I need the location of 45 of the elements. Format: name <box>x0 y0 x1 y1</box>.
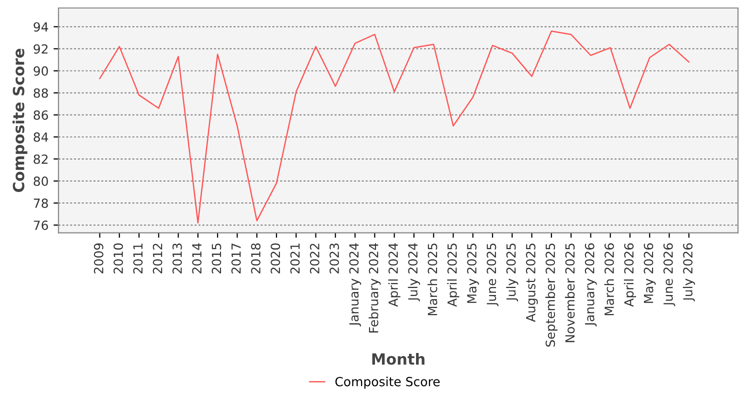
y-tick-label: 90 <box>34 66 48 76</box>
x-tick-label: 2015 <box>212 244 222 274</box>
x-tick-label: 2012 <box>152 244 162 274</box>
x-tick-label: July 2024 <box>408 243 420 302</box>
x-tick-label: May 2026 <box>644 243 656 303</box>
x-tick-label: July 2026 <box>682 243 695 302</box>
x-tick-label: November 2025 <box>565 244 575 342</box>
x-tick-label: 2021 <box>290 244 300 274</box>
x-tick-label: June 2025 <box>486 244 498 306</box>
y-tick-label: 84 <box>34 132 48 142</box>
x-tick-label: April 2026 <box>624 243 636 307</box>
x-tick-label: 2022 <box>310 244 320 274</box>
y-tick-label: 82 <box>34 154 48 164</box>
x-axis-title: Month <box>372 352 424 365</box>
x-tick-label: 2011 <box>133 244 143 274</box>
x-tick-label: April 2024 <box>388 243 400 307</box>
y-tick-label: 78 <box>34 198 48 208</box>
x-tick-label: March 2026 <box>604 243 614 316</box>
y-tick-label: 76 <box>34 220 48 230</box>
x-tick-label: January 2026 <box>584 243 597 326</box>
y-axis-title: Composite Score <box>12 48 28 192</box>
x-tick-label: 2014 <box>192 243 202 274</box>
x-tick-label: January 2024 <box>349 243 362 326</box>
x-tick-label: April 2025 <box>447 244 460 307</box>
y-tick-label: 92 <box>34 44 48 54</box>
y-tick-label: 80 <box>34 176 48 186</box>
y-tick-label: 94 <box>34 22 48 32</box>
y-tick-label: 86 <box>34 110 48 120</box>
x-tick-label: 2009 <box>94 243 104 274</box>
x-tick-label: March 2025 <box>428 244 438 316</box>
x-tick-label: 2013 <box>172 244 182 274</box>
x-tick-label: 2010 <box>114 243 124 274</box>
x-tick-label: September 2025 <box>545 244 558 347</box>
line-series <box>99 30 690 224</box>
legend-label: Composite Score <box>335 376 440 389</box>
x-tick-label: June 2026 <box>663 243 676 306</box>
x-tick-label: 2017 <box>231 244 241 274</box>
x-tick-label: 2023 <box>330 244 340 274</box>
x-tick-label: February 2024 <box>368 243 381 332</box>
x-tick-label: August 2025 <box>526 244 538 322</box>
y-tick-label: 88 <box>34 88 48 98</box>
x-tick-label: 2018 <box>251 243 260 274</box>
x-tick-label: 2020 <box>270 243 280 274</box>
x-tick-label: May 2025 <box>467 244 479 303</box>
x-tick-label: July 2025 <box>506 244 518 302</box>
